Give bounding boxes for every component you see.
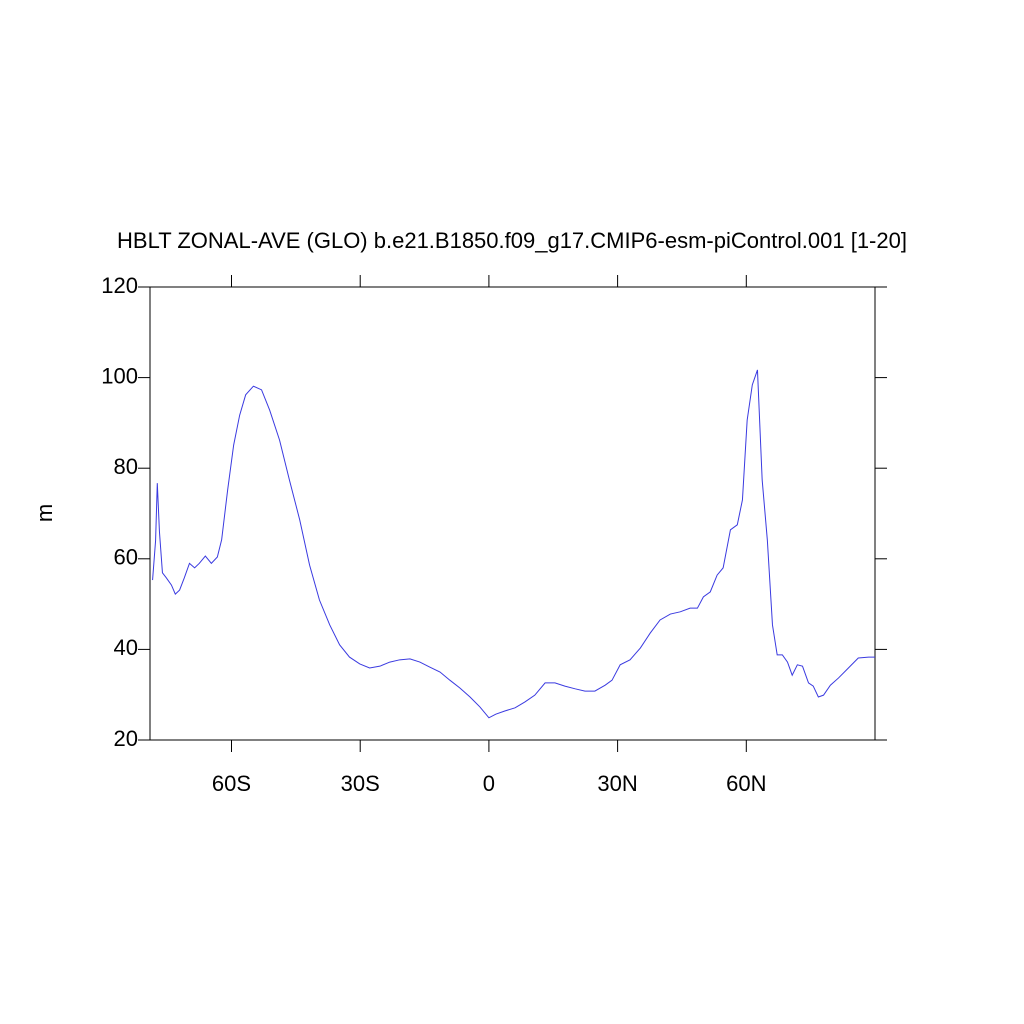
x-tick-label: 0	[483, 771, 495, 796]
chart-title: HBLT ZONAL-AVE (GLO) b.e21.B1850.f09_g17…	[117, 228, 907, 253]
y-tick-label: 20	[114, 726, 138, 751]
x-tick-label: 30S	[341, 771, 380, 796]
y-tick-label: 120	[101, 273, 138, 298]
y-tick-label: 60	[114, 545, 138, 570]
plot-frame	[149, 286, 876, 741]
y-tick-label: 100	[101, 363, 138, 388]
data-line	[152, 369, 875, 719]
y-tick-label: 40	[114, 635, 138, 660]
y-axis-label: m	[32, 504, 57, 522]
y-tick-label: 80	[114, 454, 138, 479]
x-tick-label: 30N	[597, 771, 637, 796]
x-tick-label: 60S	[212, 771, 251, 796]
x-tick-label: 60N	[726, 771, 766, 796]
